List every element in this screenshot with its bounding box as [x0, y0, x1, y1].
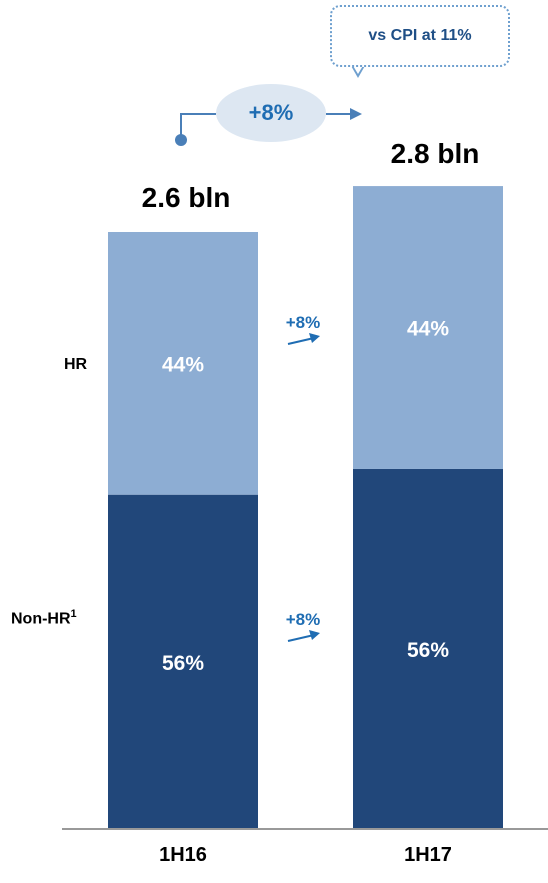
connector-arrowhead	[350, 108, 362, 120]
cpi-callout: vs CPI at 11%	[330, 5, 510, 67]
category-label-1h17: 1H17	[404, 844, 452, 866]
data-label-hr-1h17: 44%	[407, 318, 449, 341]
growth-arrow-hr	[287, 337, 315, 345]
row-label-nonhr: Non-HR1	[11, 608, 77, 628]
category-label-1h16: 1H16	[159, 844, 207, 866]
bar-nonhr-1h16	[108, 494, 258, 829]
row-label-nonhr-text: Non-HR	[11, 610, 71, 628]
growth-arrow-nonhr	[287, 634, 315, 642]
total-growth-badge: +8%	[216, 84, 326, 142]
bar-nonhr-1h17	[353, 468, 503, 829]
cpi-callout-text: vs CPI at 11%	[368, 27, 472, 44]
growth-arrowhead-hr	[309, 333, 320, 343]
growth-label-nonhr: +8%	[285, 610, 321, 629]
callout-tail-inner	[352, 64, 364, 74]
total-growth-label: +8%	[248, 100, 294, 125]
row-label-nonhr-footnote: 1	[70, 608, 77, 620]
row-label-hr: HR	[64, 356, 88, 373]
connector-line	[180, 113, 216, 140]
bar-hr-1h16	[108, 232, 258, 495]
total-label-1h16: 2.6 bln	[141, 182, 231, 213]
data-label-nonhr-1h17: 56%	[407, 639, 449, 662]
growth-arrowhead-nonhr	[309, 630, 320, 640]
data-label-nonhr-1h16: 56%	[162, 652, 204, 675]
bar-hr-1h17	[353, 186, 503, 469]
total-label-1h17: 2.8 bln	[390, 138, 480, 169]
data-label-hr-1h16: 44%	[162, 353, 204, 376]
growth-label-hr: +8%	[285, 313, 321, 332]
